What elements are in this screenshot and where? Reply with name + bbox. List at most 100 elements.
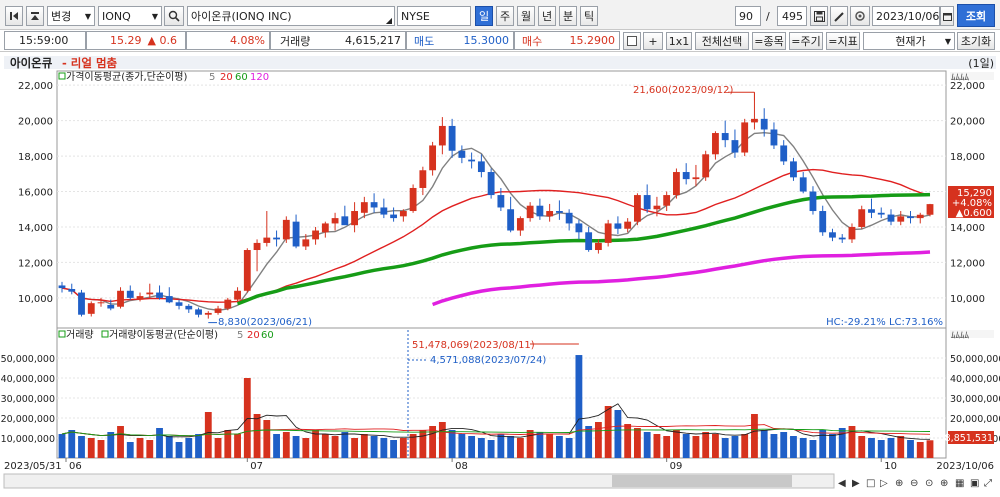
symbol-search-button[interactable] — [164, 6, 184, 26]
volume-bar — [195, 434, 202, 458]
candle-body — [243, 250, 251, 291]
legend-volume-ma-title: 거래량이동평균(단순이평) — [109, 329, 218, 341]
current-price: 15.29 — [110, 34, 142, 47]
count-value: 90 — [739, 9, 753, 23]
layout-icon[interactable]: ▣ — [970, 478, 979, 489]
calendar-button[interactable] — [940, 6, 954, 26]
volume-bar — [282, 432, 290, 458]
scroll-right-icon[interactable]: ▶ — [852, 478, 860, 489]
symbol-input[interactable]: IONQ ▼ — [98, 6, 162, 26]
checkbox-button[interactable] — [623, 32, 641, 50]
toolbar: 변경 ▼ IONQ ▼ 아이온큐(IONQ INC) ◢ NYSE 일 주 월 … — [0, 0, 1000, 30]
period-year-button[interactable]: 년 — [538, 6, 556, 26]
date-input[interactable]: 2023/10/06 — [872, 6, 940, 26]
volume-bar — [653, 434, 661, 458]
expand-icon[interactable]: ⤢ — [984, 478, 992, 489]
candle-body — [477, 161, 485, 173]
draw-tool-button[interactable] — [830, 6, 848, 26]
candle-body — [185, 305, 193, 310]
volume-tick-left: 30,000,000 — [1, 394, 55, 405]
volume-field: 거래량 4,615,217 — [270, 31, 406, 50]
zoom-out-icon[interactable]: ⊖ — [910, 478, 918, 489]
candle-body — [87, 303, 95, 314]
search-button[interactable]: 조회 — [957, 4, 995, 27]
legend-ma60: 60 — [235, 72, 248, 83]
horizontal-scrollbar[interactable] — [3, 473, 835, 489]
volume-bar — [751, 414, 758, 458]
item-button[interactable]: =종목 — [752, 32, 786, 50]
zoom-reset-icon[interactable]: ⊙ — [925, 478, 933, 489]
period-day-button[interactable]: 일 — [475, 6, 493, 26]
legend-volume-ma-toggle-icon[interactable] — [101, 330, 109, 338]
stock-chart[interactable]: 아이온큐 - 리얼 멈춤 (1일) 22,000 22,000 20,000 20,0… — [0, 52, 1000, 497]
candle-body — [399, 211, 407, 217]
volume-bar — [487, 440, 495, 458]
volume-scale-toggle-icon[interactable]: ﾑﾑﾑﾑ — [950, 330, 994, 341]
scrollbar-thumb[interactable] — [612, 475, 792, 487]
period-minute-button[interactable]: 분 — [559, 6, 577, 26]
candle-body — [68, 289, 76, 292]
volume-label: 거래량 — [280, 34, 311, 48]
candle-body — [575, 223, 583, 233]
candle-body — [614, 223, 622, 229]
candle-body — [799, 177, 807, 192]
annotation-hc-lc: HC:-29.21% LC:73.16% — [826, 317, 943, 328]
volume-bar — [799, 438, 807, 458]
cycle-button[interactable]: =주기 — [789, 32, 823, 50]
fit-icon[interactable]: ▷ — [880, 478, 888, 489]
zoom-in-icon[interactable]: ⊕ — [895, 478, 903, 489]
volume-bar — [916, 442, 924, 458]
first-nav-button[interactable] — [5, 6, 23, 26]
end-date: 2023/10/06 — [936, 461, 994, 472]
change-mode-select[interactable]: 변경 ▼ — [47, 6, 95, 26]
stock-name: 아이온큐(IONQ INC) — [191, 10, 292, 23]
month-label: 09 — [670, 461, 683, 472]
scroll-left-icon[interactable]: ◀ — [838, 478, 846, 489]
save-button[interactable] — [810, 6, 828, 26]
zoom-area-icon[interactable]: ⊕ — [940, 478, 948, 489]
volume-bar — [575, 355, 583, 458]
volume-bar — [380, 438, 388, 458]
volume-tick-left: 20,000,000 — [1, 414, 55, 425]
stop-icon[interactable]: □ — [866, 478, 875, 489]
candle-body — [770, 129, 778, 146]
total-field: 495 — [777, 6, 807, 26]
candle-body — [790, 161, 797, 178]
period-tick-button[interactable]: 틱 — [580, 6, 598, 26]
select-all-button[interactable]: 전체선택 — [695, 32, 749, 50]
reset-button[interactable]: 초기화 — [957, 32, 995, 50]
add-button[interactable]: + — [643, 32, 663, 50]
square-icon — [627, 36, 637, 46]
legend-toggle-icon[interactable] — [58, 72, 66, 80]
price-tick-left: 22,000 — [18, 81, 53, 92]
up-nav-button[interactable] — [26, 6, 44, 26]
volume-bar — [868, 438, 875, 458]
price-tick-right: 10,000 — [950, 294, 985, 305]
candle-body — [877, 212, 885, 215]
price-scale-toggle-icon[interactable]: ﾑﾑﾑﾑ — [950, 72, 994, 83]
stock-name-field[interactable]: 아이온큐(IONQ INC) ◢ — [187, 6, 395, 26]
volume-bar — [292, 436, 300, 458]
price-tick-left: 20,000 — [18, 117, 53, 128]
date-value: 2023/10/06 — [876, 9, 940, 23]
volume-bar — [468, 436, 476, 458]
legend-volume-toggle-icon[interactable] — [58, 330, 66, 338]
candle-body — [809, 191, 817, 212]
candle-body — [829, 232, 836, 238]
price-type-select[interactable]: 현재가 ▼ — [863, 32, 955, 50]
volume-bar — [624, 424, 632, 458]
indicator-button[interactable]: =지표 — [826, 32, 860, 50]
volume-bar — [234, 434, 241, 458]
grid-icon[interactable]: ▦ — [955, 478, 964, 489]
symbol-value: IONQ — [102, 9, 131, 23]
candle-body — [214, 308, 222, 313]
settings-button[interactable] — [850, 6, 870, 26]
period-month-button[interactable]: 월 — [517, 6, 535, 26]
ratio-button[interactable]: 1x1 — [666, 32, 692, 50]
candle-body — [536, 205, 544, 217]
period-week-button[interactable]: 주 — [496, 6, 514, 26]
candle-body — [916, 214, 924, 219]
volume-bar — [58, 434, 66, 458]
count-input[interactable]: 90 — [735, 6, 761, 26]
volume-bar — [819, 430, 827, 458]
